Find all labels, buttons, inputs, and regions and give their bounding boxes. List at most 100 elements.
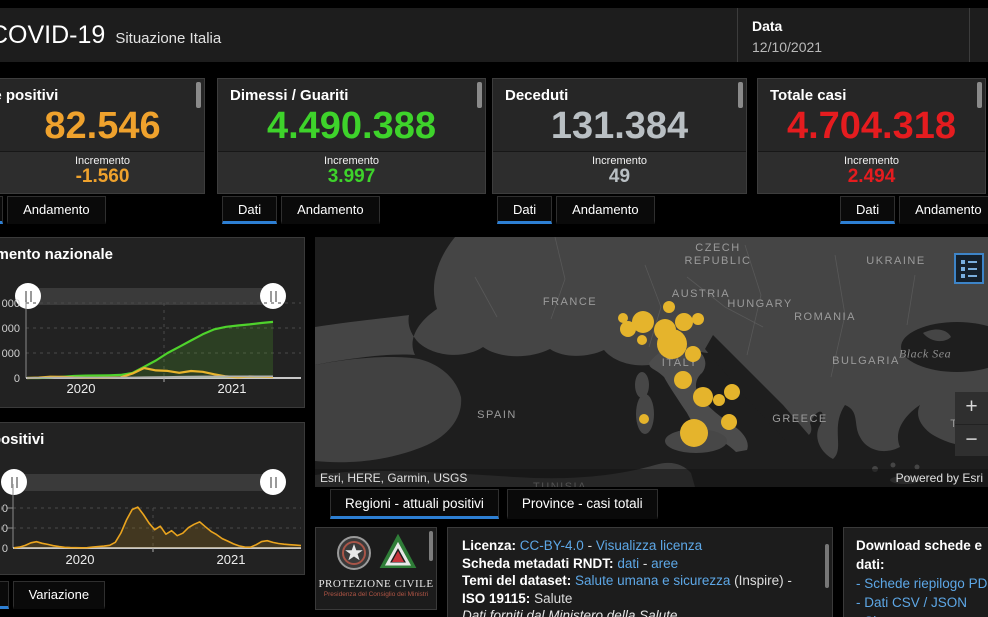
attribution-text: Esri, HERE, Garmin, USGS bbox=[320, 471, 468, 485]
download-title: Download schede e dati: bbox=[856, 538, 983, 572]
card-increment: Incremento 49 bbox=[493, 151, 746, 193]
logo-box-scrollbar[interactable] bbox=[429, 531, 433, 561]
card-scrollbar[interactable] bbox=[477, 82, 482, 108]
card-value: 4.704.318 bbox=[786, 105, 957, 147]
tab-province[interactable]: Province - casi totali bbox=[506, 489, 658, 519]
metadata-line: Scheda metadati RNDT: dati - aree bbox=[462, 555, 818, 573]
region-bubble[interactable] bbox=[713, 394, 725, 406]
card-scrollbar[interactable] bbox=[977, 82, 982, 108]
region-bubble[interactable] bbox=[657, 329, 687, 359]
tab-dati[interactable]: Dati bbox=[222, 196, 278, 224]
panel2-tabs: Nuovi positivi Variazione bbox=[0, 581, 106, 609]
slider-handle-right[interactable] bbox=[260, 283, 286, 309]
info-box-scrollbar[interactable] bbox=[825, 544, 829, 588]
region-bubble[interactable] bbox=[693, 387, 713, 407]
protezione-civile-name: PROTEZIONE CIVILE bbox=[318, 578, 434, 590]
metadata-aree-link[interactable]: aree bbox=[651, 555, 679, 571]
svg-text:2021: 2021 bbox=[217, 552, 246, 567]
region-bubble[interactable] bbox=[724, 384, 740, 400]
map-attribution: Esri, HERE, Garmin, USGS Powered by Esri bbox=[315, 469, 988, 487]
svg-text:0: 0 bbox=[14, 373, 20, 385]
separator: - bbox=[583, 538, 596, 553]
header-bar: COVID-19 Situazione Italia Data 12/10/202… bbox=[0, 8, 988, 62]
card-increment: Incremento 2.494 bbox=[758, 151, 985, 193]
license-link[interactable]: CC-BY-4.0 bbox=[519, 538, 584, 553]
region-bubble[interactable] bbox=[680, 419, 708, 447]
andamento-nazionale-chart[interactable]: 0 2.000.000 4.000.000 6.000.000 2020 2021 bbox=[1, 296, 306, 400]
svg-text:20.000: 20.000 bbox=[1, 523, 8, 535]
legend-button[interactable] bbox=[954, 253, 984, 284]
increment-label: Incremento bbox=[323, 155, 380, 167]
slider-handle-left[interactable] bbox=[1, 469, 27, 495]
card2-tabs: Dati Andamento bbox=[222, 196, 380, 224]
download-shape-link[interactable]: - Shape aree bbox=[856, 612, 988, 617]
increment-label: Incremento bbox=[74, 155, 131, 167]
tab-andamento[interactable]: Andamento bbox=[281, 196, 380, 224]
region-bubble[interactable] bbox=[637, 335, 647, 345]
view-license-link[interactable]: Visualizza licenza bbox=[595, 538, 703, 553]
map-country-label: ROMANIA bbox=[794, 311, 856, 323]
svg-text:2020: 2020 bbox=[67, 381, 96, 396]
zoom-out-button[interactable]: − bbox=[955, 424, 988, 456]
region-bubble[interactable] bbox=[674, 371, 692, 389]
tab-variazione[interactable]: Variazione bbox=[12, 581, 106, 609]
region-bubble[interactable] bbox=[663, 301, 675, 313]
region-bubble[interactable] bbox=[692, 313, 704, 325]
region-bubble[interactable] bbox=[632, 311, 654, 333]
svg-text:2021: 2021 bbox=[218, 381, 247, 396]
map-zoom-controls: + − bbox=[955, 392, 988, 456]
repubblica-emblem-icon bbox=[337, 536, 371, 570]
card-scrollbar[interactable] bbox=[738, 82, 743, 108]
panel-andamento-nazionale: Andamento nazionale 0 2.000.000 4.000.000 6… bbox=[0, 237, 305, 408]
italy-map[interactable]: CZECH REPUBLIC UKRAINE FRANCE AUSTRIA HUNGARY… bbox=[315, 237, 988, 487]
theme-mid-text: (Inspire) - bbox=[730, 573, 792, 588]
region-bubble[interactable] bbox=[618, 313, 628, 323]
theme-link[interactable]: Salute umana e sicurezza bbox=[575, 573, 731, 588]
tab-dati[interactable]: Dati bbox=[497, 196, 553, 224]
slider-handle-right[interactable] bbox=[260, 469, 286, 495]
increment-value: 49 bbox=[608, 166, 631, 187]
region-bubble[interactable] bbox=[685, 346, 701, 362]
nuovi-positivi-chart[interactable]: 0 20.000 40.000 2020 2021 bbox=[1, 456, 306, 574]
theme-line: Temi del dataset: Salute umana e sicurez… bbox=[462, 572, 818, 607]
card-scrollbar[interactable] bbox=[196, 82, 201, 108]
increment-label: Incremento bbox=[591, 155, 648, 167]
tab-dati[interactable]: Dati bbox=[0, 196, 4, 224]
region-bubble[interactable] bbox=[639, 414, 649, 424]
iso-label: ISO 19115: bbox=[462, 590, 531, 606]
map-tabs: Regioni - attuali positivi Province - ca… bbox=[330, 489, 658, 519]
tab-andamento[interactable]: Andamento bbox=[556, 196, 655, 224]
increment-value: -1.560 bbox=[75, 166, 130, 187]
time-slider-track[interactable] bbox=[14, 474, 273, 491]
region-bubble[interactable] bbox=[675, 313, 693, 331]
map-country-label: FRANCE bbox=[542, 296, 598, 308]
tab-nuovi-positivi[interactable]: Nuovi positivi bbox=[0, 581, 9, 609]
card-value: 82.546 bbox=[44, 105, 161, 147]
logos bbox=[316, 534, 436, 574]
region-bubble[interactable] bbox=[620, 321, 636, 337]
panel-title: Andamento nazionale bbox=[0, 246, 114, 263]
presidenza-subtitle: Presidenza del Consiglio dei Ministri bbox=[323, 591, 429, 598]
download-pdf-link[interactable]: - Schede riepilogo PDF bbox=[856, 576, 988, 591]
time-slider-track[interactable] bbox=[28, 288, 273, 305]
tab-andamento[interactable]: Andamento bbox=[899, 196, 988, 224]
increment-value: 3.997 bbox=[327, 166, 376, 187]
card1-tabs: Dati Andamento bbox=[0, 196, 106, 224]
card-value: 131.384 bbox=[550, 105, 689, 147]
download-csv-json-link[interactable]: - Dati CSV / JSON bbox=[856, 595, 968, 610]
panel-title: Nuovi positivi bbox=[0, 431, 45, 448]
metadata-dati-link[interactable]: dati bbox=[617, 555, 640, 571]
tab-regioni[interactable]: Regioni - attuali positivi bbox=[330, 489, 499, 519]
tab-dati[interactable]: Dati bbox=[840, 196, 896, 224]
metadata-label: Scheda metadati RNDT: bbox=[462, 555, 614, 571]
region-bubble[interactable] bbox=[721, 414, 737, 430]
svg-text:40.000: 40.000 bbox=[1, 503, 8, 515]
app-subtitle: Situazione Italia bbox=[115, 30, 222, 47]
zoom-in-button[interactable]: + bbox=[955, 392, 988, 424]
tab-andamento[interactable]: Andamento bbox=[7, 196, 106, 224]
slider-handle-left[interactable] bbox=[15, 283, 41, 309]
svg-text:0: 0 bbox=[2, 543, 8, 555]
map-country-label: UKRAINE bbox=[866, 255, 926, 267]
legend-icon-row bbox=[961, 273, 977, 278]
